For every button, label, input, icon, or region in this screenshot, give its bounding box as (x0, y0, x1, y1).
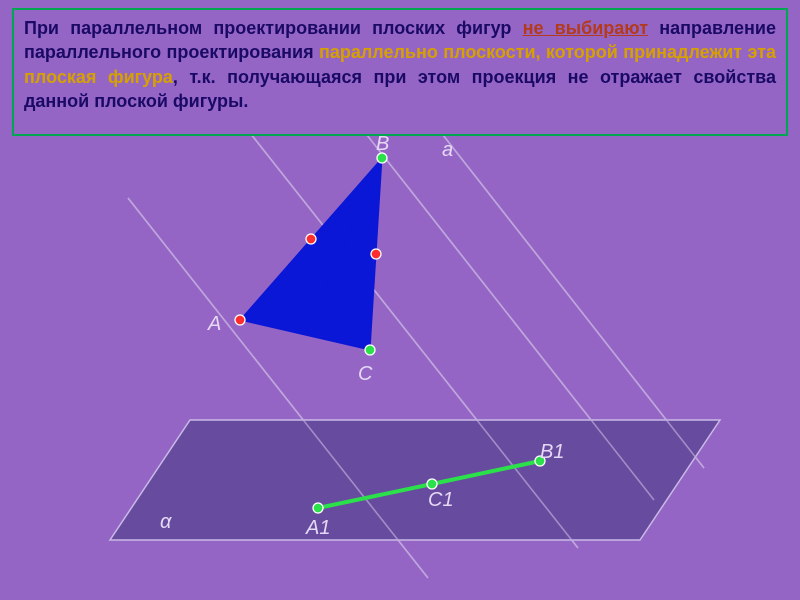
point-MBC (371, 249, 381, 259)
stage: A B C A1 C1 B1 a α При параллельном проектирова… (0, 0, 800, 600)
description-span: При параллельном проектировании плоских … (24, 18, 523, 38)
point-C (365, 345, 375, 355)
label-C1: C1 (428, 489, 454, 511)
label-B1: B1 (540, 441, 564, 463)
label-C: C (358, 363, 373, 385)
label-a: a (442, 139, 453, 161)
point-C1 (427, 479, 437, 489)
point-A1 (313, 503, 323, 513)
point-MAB (306, 234, 316, 244)
projection-line-over-3 (414, 98, 704, 468)
label-A1: A1 (305, 517, 330, 539)
label-B: B (376, 133, 389, 155)
label-A: A (207, 313, 221, 335)
description-box: При параллельном проектировании плоских … (12, 8, 788, 136)
description-span: не выбирают (523, 18, 648, 38)
projection-plane (110, 420, 720, 540)
label-alpha: α (160, 511, 172, 533)
point-A (235, 315, 245, 325)
